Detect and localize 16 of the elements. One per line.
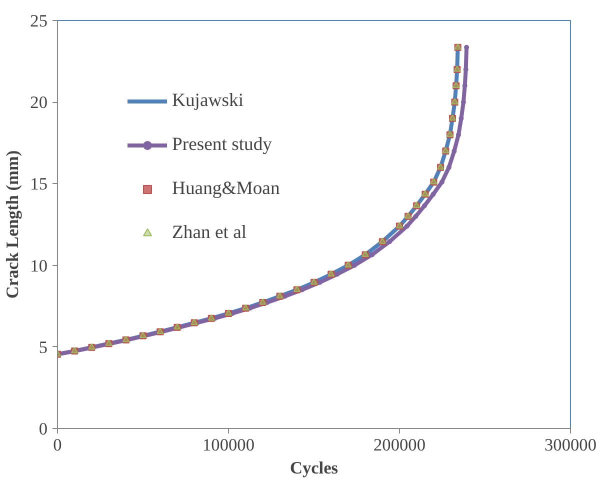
- y-axis-title: Crack Length (mm): [3, 150, 22, 299]
- y-tick-label: 25: [30, 12, 48, 30]
- x-tick-label: 300000: [544, 436, 596, 454]
- y-tick-label: 15: [30, 174, 48, 194]
- x-tick-label: 200000: [374, 436, 426, 454]
- x-axis-title: Cycles: [290, 458, 338, 478]
- legend-label: Zhan et al: [172, 222, 247, 244]
- y-tick-label: 5: [38, 338, 48, 357]
- x-tick-label: 0: [53, 436, 62, 454]
- legend-label: Present study: [172, 134, 272, 156]
- x-tick-label: 100000: [202, 436, 254, 454]
- y-tick-label: 20: [30, 93, 48, 112]
- legend-label: Huang&Moan: [172, 178, 280, 200]
- y-tick-label: 10: [30, 256, 48, 276]
- legend-label: Kujawski: [172, 90, 244, 112]
- y-tick-label: 0: [38, 420, 48, 438]
